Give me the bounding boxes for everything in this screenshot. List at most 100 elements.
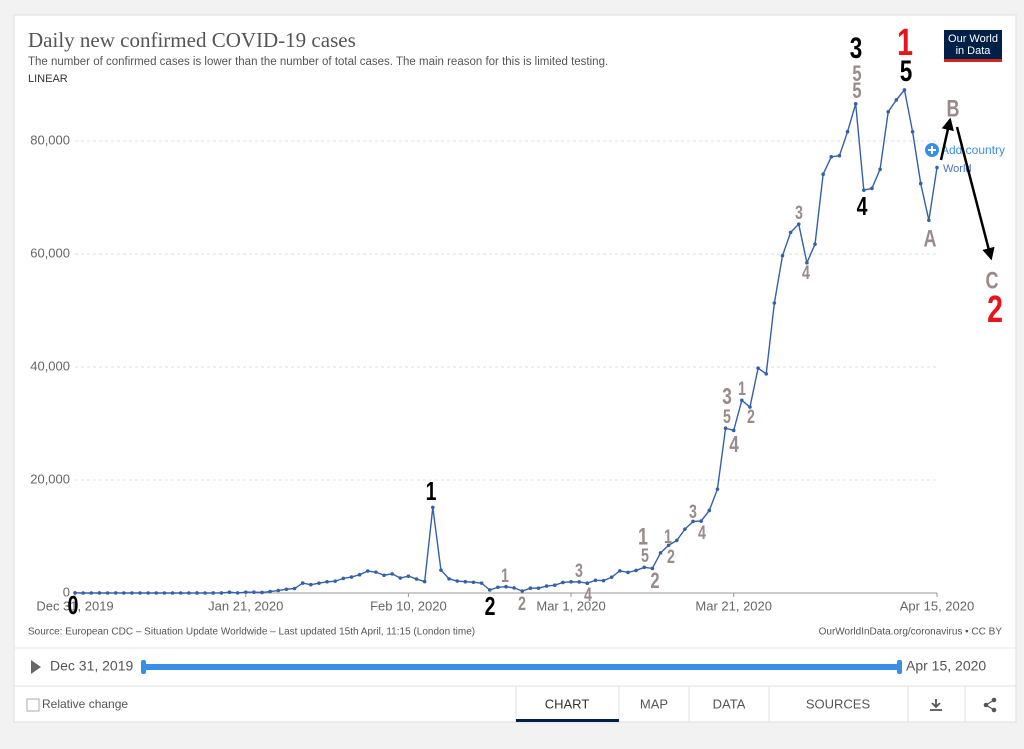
play-button[interactable]: [31, 660, 41, 674]
data-point: [487, 588, 492, 592]
annotation: 1: [664, 526, 672, 547]
annotation: 1: [638, 524, 648, 550]
annotation: 0: [68, 590, 79, 619]
annotation: 3: [689, 501, 697, 522]
data-point: [130, 591, 134, 595]
annotation: 3: [850, 31, 863, 65]
annotation: 4: [857, 191, 868, 220]
scale-toggle[interactable]: LINEAR: [28, 73, 68, 85]
x-tick-label: Feb 10, 2020: [370, 598, 447, 613]
arrow: [939, 117, 954, 161]
data-point: [317, 581, 321, 585]
data-point: [569, 579, 573, 584]
data-point: [707, 508, 712, 513]
data-point: [674, 538, 679, 543]
data-point: [740, 398, 744, 403]
arrow: [955, 126, 995, 261]
data-point: [796, 222, 801, 226]
timeline-handle[interactable]: [897, 660, 902, 674]
data-point: [203, 591, 207, 595]
annotation: 4: [584, 584, 592, 605]
add-country[interactable]: Add country: [925, 143, 1005, 157]
data-point: [309, 582, 313, 587]
data-point: [585, 581, 590, 586]
data-point: [447, 577, 451, 581]
data-point: [97, 591, 102, 595]
data-point: [170, 591, 175, 595]
annotation: 5: [900, 54, 913, 88]
data-point: [552, 583, 557, 587]
tab[interactable]: SOURCES: [806, 696, 871, 711]
relative-change[interactable]: Relative change: [42, 697, 128, 711]
data-point: [577, 580, 581, 584]
data-point: [382, 573, 386, 578]
data-point: [374, 570, 378, 574]
data-point: [658, 551, 663, 555]
data-point: [772, 301, 777, 305]
annotation: 4: [729, 433, 739, 458]
data-point: [544, 584, 549, 588]
data-point: [195, 591, 199, 595]
data-point: [878, 167, 882, 172]
timeline-start: Dec 31, 2019: [50, 658, 133, 674]
annotation: 2: [485, 591, 496, 620]
data-point: [764, 372, 769, 376]
download-icon[interactable]: [930, 699, 942, 711]
data-point: [455, 579, 460, 583]
data-point: [935, 165, 939, 170]
tab[interactable]: DATA: [713, 696, 746, 711]
data-point: [853, 102, 858, 106]
data-point: [260, 590, 264, 595]
add-country-label[interactable]: Add country: [941, 143, 1005, 157]
data-point: [520, 589, 525, 593]
logo-text: in Data: [956, 45, 992, 57]
data-point: [357, 572, 362, 577]
data-point: [284, 587, 289, 592]
data-point: [439, 568, 443, 572]
data-point: [211, 591, 216, 595]
annotation: B: [947, 96, 960, 122]
data-point: [536, 586, 541, 590]
annotation: 5: [852, 62, 861, 87]
annotation: 1: [738, 378, 746, 399]
timeline-handle[interactable]: [141, 660, 146, 674]
tab[interactable]: CHART: [545, 696, 590, 711]
logo-box: [944, 30, 1002, 60]
data-point: [528, 586, 533, 591]
data-point: [731, 428, 736, 433]
data-point: [81, 591, 85, 595]
data-point: [918, 181, 923, 186]
annotation: 5: [852, 79, 861, 104]
data-point: [243, 590, 248, 594]
share-icon[interactable]: [983, 697, 997, 713]
data-point: [496, 585, 500, 590]
logo[interactable]: Our World in Data: [944, 30, 1002, 62]
data-point: [390, 572, 394, 576]
data-point: [154, 591, 159, 595]
annotation: 1: [501, 565, 509, 586]
data-point: [691, 519, 695, 524]
data-point: [927, 218, 931, 223]
data-point: [910, 129, 915, 134]
data-point: [894, 98, 899, 102]
data-point: [805, 260, 809, 265]
tab[interactable]: MAP: [640, 696, 668, 711]
data-point: [642, 565, 647, 570]
chart-title: Daily new confirmed COVID-19 cases: [28, 28, 356, 52]
data-point: [235, 591, 240, 595]
plot: 0 20,000 40,000 60,000 80,000 Dec 31, 2019 Jan…: [30, 88, 974, 613]
data-point: [837, 153, 842, 158]
timeline-bar[interactable]: [143, 664, 900, 670]
annotation: 5: [723, 406, 731, 427]
active-tab-underline: [516, 719, 619, 722]
checkbox[interactable]: [26, 698, 40, 712]
logo-bar: [944, 59, 1002, 62]
logo-text: Our World: [948, 33, 998, 45]
data-point: [650, 566, 655, 571]
data-point: [870, 186, 874, 191]
x-tick-label: Mar 21, 2020: [695, 598, 772, 613]
data-point: [406, 574, 411, 578]
series-label: World: [943, 163, 972, 175]
data-point: [666, 543, 671, 548]
credit: OurWorldInData.org/coronavirus • CC BY: [819, 627, 1003, 638]
